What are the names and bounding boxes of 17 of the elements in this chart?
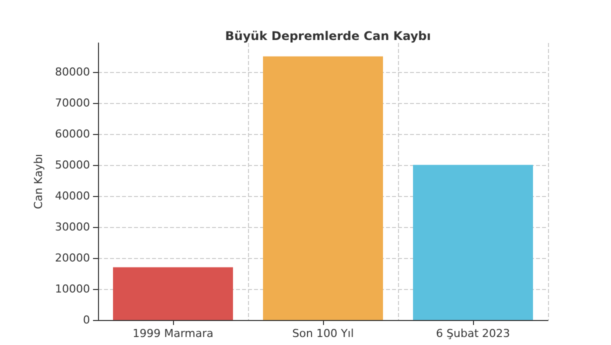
bar: [263, 56, 383, 320]
y-tick-label: 20000: [55, 251, 90, 264]
y-tick-label: 40000: [55, 189, 90, 202]
x-tick-label: Son 100 Yıl: [292, 327, 354, 340]
y-tick-label: 50000: [55, 158, 90, 172]
bar: [113, 267, 233, 320]
y-tick-label: 30000: [55, 220, 90, 234]
x-tick-label: 6 Şubat 2023: [436, 327, 510, 340]
y-tick-label: 80000: [55, 65, 90, 78]
chart-title: Büyük Depremlerde Can Kaybı: [225, 29, 431, 43]
x-tick-label: 1999 Marmara: [132, 327, 214, 340]
y-tick-label: 60000: [55, 127, 90, 140]
y-tick-label: 70000: [55, 96, 90, 110]
y-tick-label: 0: [83, 314, 90, 326]
y-tick-label: 10000: [55, 282, 90, 296]
y-axis-title: Can Kaybı: [32, 154, 46, 210]
bar: [413, 164, 533, 320]
